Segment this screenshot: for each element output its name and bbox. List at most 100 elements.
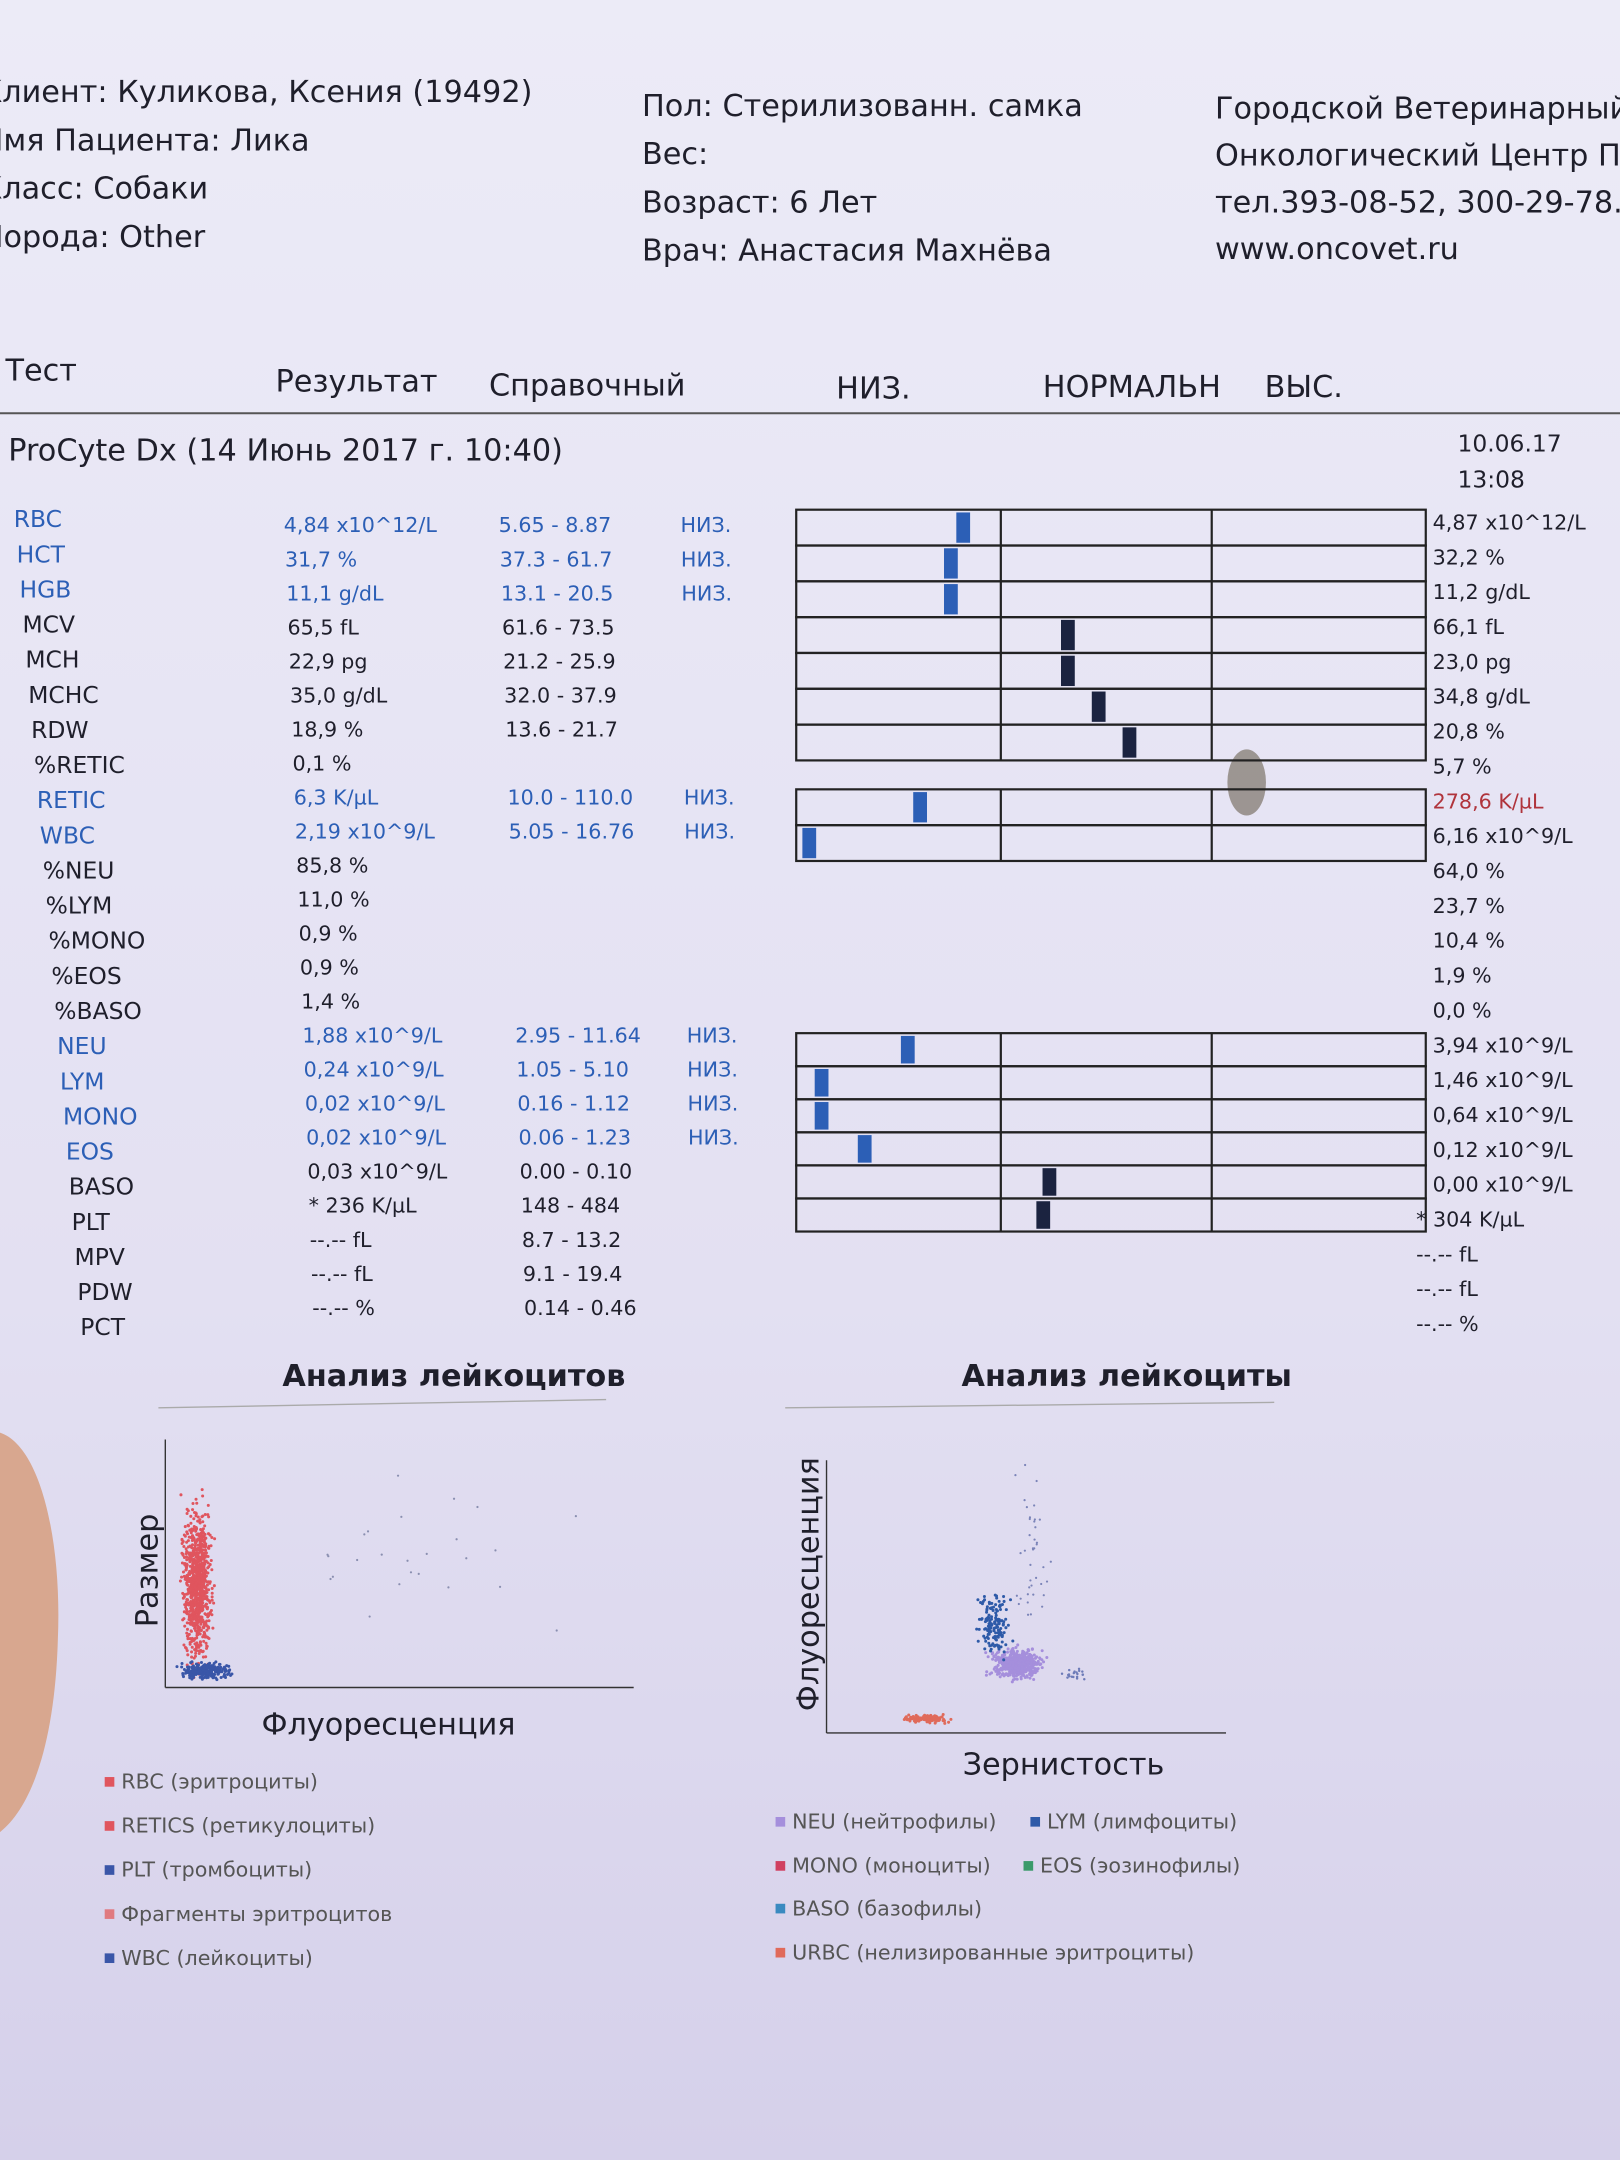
scatter-dot	[940, 1715, 944, 1719]
scatter-dot	[327, 1555, 330, 1558]
scatter-dot	[998, 1660, 1002, 1664]
scatter-dot	[1038, 1656, 1042, 1660]
scatter-dot	[1019, 1672, 1023, 1676]
scatter-dot	[400, 1515, 403, 1518]
scatter-dot	[230, 1672, 234, 1676]
scatter-dot	[1016, 1660, 1020, 1664]
legend-swatch	[775, 1947, 786, 1958]
scatter-dot	[999, 1631, 1003, 1635]
scatter-dot	[203, 1634, 207, 1638]
scatter-dot	[996, 1635, 1000, 1639]
scatter-dot	[990, 1615, 994, 1619]
previous-result: 20,8 %	[1433, 720, 1505, 744]
scatter-dot	[363, 1533, 366, 1536]
scatter-dot	[193, 1600, 197, 1604]
scatter-dot	[1028, 1586, 1031, 1589]
header-line: Клиент: Куликова, Ксения (19492)	[0, 75, 532, 110]
scatter-dot	[1081, 1673, 1084, 1676]
scatter-dot	[1025, 1652, 1029, 1656]
scatter-dot	[199, 1643, 203, 1647]
scatter-dot	[201, 1527, 205, 1531]
axis-label: Флуоресценция	[261, 1708, 515, 1743]
scatter-dot	[210, 1568, 214, 1572]
prev-time: 13:08	[1457, 465, 1524, 493]
scatter-dot	[185, 1631, 189, 1635]
test-name: HCT	[17, 540, 66, 568]
scatter-dot	[201, 1531, 205, 1535]
scatter-dot	[204, 1595, 208, 1599]
scatter-dot	[195, 1501, 199, 1505]
previous-result: 0,0 %	[1433, 998, 1492, 1022]
scatter-dot	[203, 1576, 207, 1580]
scatter-dot	[1011, 1664, 1015, 1668]
finger	[0, 1432, 59, 1833]
scatter-dot	[195, 1619, 199, 1623]
scatter-dot	[209, 1670, 213, 1674]
scatter-dot	[1026, 1593, 1029, 1596]
scatter-dot	[1000, 1635, 1004, 1639]
scatter-dot	[186, 1598, 190, 1602]
scatter-dot	[1077, 1669, 1081, 1673]
scatter-dot	[201, 1585, 205, 1589]
scatter-dot	[204, 1574, 208, 1578]
scatter-dot	[916, 1716, 920, 1720]
scatter-dot	[190, 1655, 194, 1659]
scatter-dot	[206, 1598, 210, 1602]
scatter-dot	[1025, 1660, 1029, 1664]
scatter-dot	[982, 1595, 986, 1599]
scatter-dot	[1029, 1579, 1032, 1582]
range-marker	[1036, 1201, 1051, 1229]
scatter-dot	[196, 1515, 200, 1519]
scatter-dot	[994, 1653, 998, 1657]
test-name: PDW	[77, 1278, 132, 1306]
flag: НИЗ.	[687, 1058, 738, 1082]
range-marker	[944, 584, 958, 615]
scatter-dot	[190, 1620, 194, 1624]
result: 1,88 x10^9/L	[302, 1024, 442, 1048]
previous-result: 23,0 pg	[1433, 650, 1512, 674]
scatter-dot	[189, 1596, 193, 1600]
result: 0,24 x10^9/L	[304, 1058, 444, 1082]
reference-range: 2.95 - 11.64	[515, 1024, 641, 1048]
legend-swatch	[775, 1903, 786, 1914]
scatter-dot	[1026, 1664, 1030, 1668]
scatter-dot	[193, 1585, 197, 1589]
scatter-dot	[914, 1718, 918, 1722]
scatter-dot	[193, 1548, 197, 1552]
scatter-dot	[1025, 1506, 1028, 1509]
legend-label: URBC (нелизированные эритроциты)	[792, 1940, 1194, 1964]
scatter-dot	[1019, 1675, 1023, 1679]
scatter-dot	[993, 1666, 997, 1670]
scatter-dot	[1033, 1538, 1036, 1541]
previous-result: 278,6 K/µL	[1433, 789, 1544, 813]
scatter-dot	[409, 1571, 413, 1574]
scatter-dot	[217, 1666, 221, 1670]
scatter-dot	[204, 1646, 209, 1650]
scatter-dot	[1030, 1654, 1034, 1658]
scatter-dot	[1026, 1613, 1030, 1616]
range-marker	[913, 792, 927, 823]
scatter-dot	[1038, 1518, 1041, 1521]
previous-result: 1,46 x10^9/L	[1433, 1068, 1573, 1092]
legend-label: BASO (базофилы)	[792, 1896, 982, 1920]
scatter-dot	[211, 1626, 215, 1630]
scatter-dot	[181, 1618, 185, 1622]
test-name: %EOS	[51, 962, 121, 990]
column-header: ВЫС.	[1265, 370, 1343, 405]
scatter-dot	[181, 1673, 185, 1677]
scatter-dot	[1077, 1667, 1081, 1671]
scatter-dot	[976, 1639, 980, 1643]
scatter-dot	[208, 1533, 212, 1537]
legend-swatch	[104, 1953, 115, 1964]
scatter-dot	[1023, 1499, 1026, 1502]
scatter-dot	[1045, 1580, 1049, 1583]
previous-result: 6,16 x10^9/L	[1433, 824, 1573, 848]
scatter-dot	[212, 1584, 216, 1588]
scatter-dot	[977, 1627, 981, 1631]
scatter-dot	[986, 1632, 990, 1636]
legend-label: PLT (тромбоциты)	[121, 1858, 312, 1882]
scatter-dot	[987, 1617, 991, 1621]
scatter-dot	[196, 1552, 200, 1556]
scatter-dot	[189, 1521, 193, 1525]
scatter-dot	[223, 1666, 227, 1671]
